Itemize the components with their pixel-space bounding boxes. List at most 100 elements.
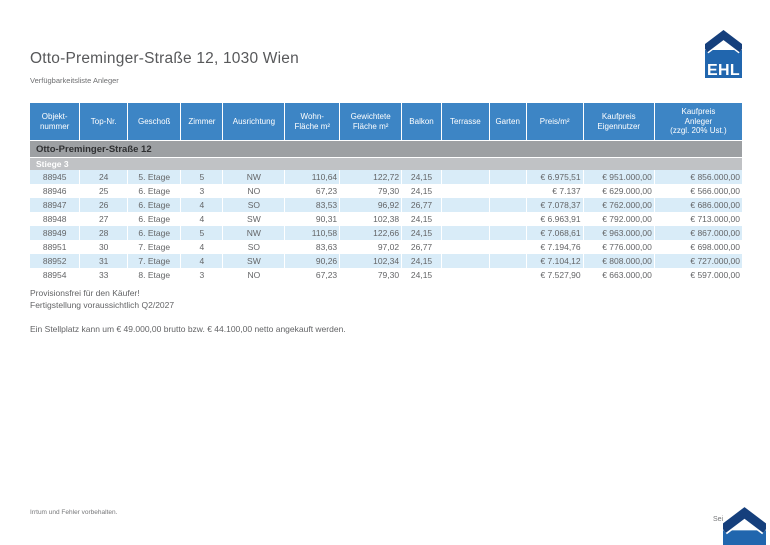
cell: 24,15 — [401, 170, 442, 184]
group-band-label: Otto-Preminger-Straße 12 — [30, 140, 742, 158]
page-subtitle: Verfügbarkeitsliste Anleger — [30, 76, 119, 85]
column-header: Objekt- nummer — [30, 103, 81, 141]
cell: SO — [222, 240, 286, 254]
cell: € 597.000,00 — [654, 268, 742, 282]
cell: 88948 — [30, 212, 81, 226]
cell: € 963.000,00 — [583, 226, 655, 240]
cell: 26 — [79, 198, 129, 212]
cell: 30 — [79, 240, 129, 254]
cell: € 713.000,00 — [654, 212, 742, 226]
subgroup-band-label: Stiege 3 — [30, 157, 742, 170]
cell: 5 — [180, 226, 224, 240]
cell: NO — [222, 184, 286, 198]
cell: € 6.975,51 — [526, 170, 584, 184]
ehl-logo-text: EHL — [707, 62, 740, 78]
cell: 97,02 — [339, 240, 403, 254]
cell: 102,34 — [339, 254, 403, 268]
cell: € 7.194,76 — [526, 240, 584, 254]
cell: € 566.000,00 — [654, 184, 742, 198]
cell: 6. Etage — [127, 198, 182, 212]
cell: € 7.068,61 — [526, 226, 584, 240]
cell — [441, 268, 490, 282]
availability-table: Objekt- nummer Top-Nr. Geschoß Zimmer Ausric… — [30, 103, 742, 282]
cell: 7. Etage — [127, 254, 182, 268]
cell: 83,63 — [284, 240, 341, 254]
cell: 88951 — [30, 240, 81, 254]
cell: 24,15 — [401, 226, 442, 240]
cell: 88945 — [30, 170, 81, 184]
cell: 4 — [180, 198, 224, 212]
cell: 5. Etage — [127, 170, 182, 184]
cell: € 808.000,00 — [583, 254, 655, 268]
cell: € 867.000,00 — [654, 226, 742, 240]
column-header: Zimmer — [180, 103, 224, 141]
cell: 110,64 — [284, 170, 341, 184]
cell: € 727.000,00 — [654, 254, 742, 268]
cell: € 629.000,00 — [583, 184, 655, 198]
cell: € 6.963,91 — [526, 212, 584, 226]
cell — [489, 184, 527, 198]
cell: 122,66 — [339, 226, 403, 240]
ehl-logo: EHL — [705, 30, 742, 78]
cell — [441, 240, 490, 254]
note-completion: Fertigstellung voraussichtlich Q2/2027 — [30, 299, 175, 310]
cell: 102,38 — [339, 212, 403, 226]
table-body: 88945 24 5. Etage 5 NW 110,64 122,72 24,15 € 6.9… — [30, 170, 742, 282]
cell: SW — [222, 212, 286, 226]
column-header: Wohn- Fläche m² — [284, 103, 341, 141]
cell: 4 — [180, 254, 224, 268]
cell: € 7.078,37 — [526, 198, 584, 212]
cell: 90,31 — [284, 212, 341, 226]
note-parking: Ein Stellplatz kann um € 49.000,00 brutt… — [30, 324, 346, 334]
cell: 90,26 — [284, 254, 341, 268]
cell: 28 — [79, 226, 129, 240]
footer-page-label: Sei — [713, 516, 724, 523]
cell — [489, 240, 527, 254]
notes-block: Provisionsfrei für den Käufer! Fertigste… — [30, 288, 174, 311]
cell: 79,30 — [339, 268, 403, 282]
ehl-logo-text: EHL — [725, 542, 763, 545]
cell: € 663.000,00 — [583, 268, 655, 282]
cell: NO — [222, 268, 286, 282]
column-header: Gewichtete Fläche m² — [339, 103, 403, 141]
cell: SW — [222, 254, 286, 268]
page-title: Otto-Preminger-Straße 12, 1030 Wien — [30, 50, 299, 67]
cell: 33 — [79, 268, 129, 282]
group-band-row: Otto-Preminger-Straße 12 — [30, 140, 742, 158]
column-header: Kaufpreis Anleger (zzgl. 20% Ust.) — [654, 103, 742, 141]
cell: 88952 — [30, 254, 81, 268]
table-row: 88951 30 7. Etage 4 SO 83,63 97,02 26,77 € 7.194… — [30, 240, 742, 254]
cell: 6. Etage — [127, 226, 182, 240]
cell: 6. Etage — [127, 184, 182, 198]
footer-disclaimer: Irrtum und Fehler vorbehalten. — [30, 509, 118, 516]
subgroup-band-row: Stiege 3 — [30, 157, 742, 170]
cell: 8. Etage — [127, 268, 182, 282]
cell: € 698.000,00 — [654, 240, 742, 254]
table-row: 88945 24 5. Etage 5 NW 110,64 122,72 24,15 € 6.9… — [30, 170, 742, 184]
cell — [441, 198, 490, 212]
column-header: Ausrichtung — [222, 103, 286, 141]
cell — [489, 268, 527, 282]
cell: 4 — [180, 212, 224, 226]
column-header: Kaufpreis Eigennutzer — [583, 103, 655, 141]
cell: € 792.000,00 — [583, 212, 655, 226]
cell — [489, 212, 527, 226]
table-row: 88948 27 6. Etage 4 SW 90,31 102,38 24,15 € 6.96… — [30, 212, 742, 226]
cell: 67,23 — [284, 184, 341, 198]
cell: 5 — [180, 170, 224, 184]
cell: 24,15 — [401, 268, 442, 282]
table-row: 88954 33 8. Etage 3 NO 67,23 79,30 24,15 € 7.527… — [30, 268, 742, 282]
cell: 110,58 — [284, 226, 341, 240]
note-provision: Provisionsfrei für den Käufer! — [30, 288, 140, 298]
cell — [489, 254, 527, 268]
cell — [441, 212, 490, 226]
cell: 88949 — [30, 226, 81, 240]
table-row: 88949 28 6. Etage 5 NW 110,58 122,66 24,15 € 7.0… — [30, 226, 742, 240]
cell — [441, 254, 490, 268]
table-header-row: Objekt- nummer Top-Nr. Geschoß Zimmer Ausric… — [30, 103, 742, 141]
cell: 96,92 — [339, 198, 403, 212]
column-header: Geschoß — [127, 103, 182, 141]
cell — [441, 170, 490, 184]
cell: 122,72 — [339, 170, 403, 184]
